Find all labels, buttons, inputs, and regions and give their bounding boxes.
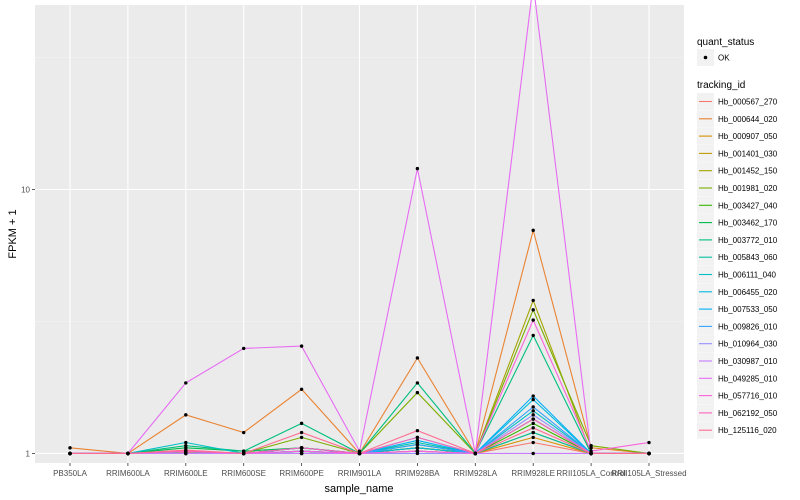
legend-label: OK xyxy=(718,54,730,63)
data-point xyxy=(647,440,651,445)
data-point xyxy=(531,394,535,398)
data-point xyxy=(242,346,246,351)
legend-label: Hb_003772_010 xyxy=(718,236,778,245)
data-point xyxy=(415,438,420,443)
data-point xyxy=(531,228,535,233)
data-point xyxy=(184,413,188,417)
x-tick-label: PB350LA xyxy=(53,469,87,478)
data-point xyxy=(531,421,535,426)
legend-label: Hb_006111_040 xyxy=(718,271,777,280)
legend-label: Hb_049285_010 xyxy=(718,374,778,383)
legend-label: Hb_005843_060 xyxy=(718,253,778,262)
data-point xyxy=(531,409,535,413)
data-point xyxy=(299,430,304,435)
data-point xyxy=(531,430,535,435)
x-tick-label: RRII105LA_Stressed xyxy=(611,469,686,478)
legend-label: Hb_125116_020 xyxy=(718,426,777,435)
color-legend-items: Hb_000567_270 Hb_000644_020 Hb_000907_050 H… xyxy=(697,93,778,439)
data-point xyxy=(415,381,420,385)
y-tick-label: 1 xyxy=(26,449,31,458)
legend-label: Hb_007533_050 xyxy=(718,305,778,314)
data-point xyxy=(357,451,362,456)
data-point xyxy=(184,381,188,385)
data-point xyxy=(415,435,420,440)
data-point xyxy=(68,451,72,456)
y-axis-title: FPKM + 1 xyxy=(7,209,19,258)
x-tick-label: RRIM901LA xyxy=(338,469,382,478)
data-point xyxy=(184,443,188,448)
data-point xyxy=(184,448,188,452)
series-points xyxy=(68,166,651,456)
legend-label: Hb_057716_010 xyxy=(718,392,778,401)
legend-label: Hb_000907_050 xyxy=(718,132,778,141)
legend-label: Hb_003462_170 xyxy=(718,219,778,228)
data-point xyxy=(589,451,593,456)
y-tick-label: 10 xyxy=(21,185,30,194)
shape-legend-title: quant_status xyxy=(697,37,754,48)
x-tick-label: RRII105LA_Control xyxy=(556,469,626,478)
data-point xyxy=(531,451,535,456)
legend-label: Hb_001452_150 xyxy=(718,167,778,176)
data-point xyxy=(299,387,304,391)
data-point xyxy=(531,426,535,430)
data-point xyxy=(531,308,535,312)
data-point xyxy=(126,451,130,456)
data-point xyxy=(473,451,477,456)
data-point xyxy=(415,428,420,433)
data-point xyxy=(531,440,535,445)
x-tick-label: RRIM928LE xyxy=(511,469,555,478)
legend-label: Hb_003427_040 xyxy=(718,201,778,210)
data-point xyxy=(531,417,535,421)
legend-label: Hb_010964_030 xyxy=(718,340,778,349)
x-axis: PB350LA RRIM600LA RRIM600LE RRIM600SE RRIM60… xyxy=(53,463,687,478)
data-point xyxy=(415,449,420,453)
x-tick-label: RRIM600SE xyxy=(221,469,265,478)
data-point xyxy=(415,166,420,171)
data-point xyxy=(415,390,420,395)
data-point xyxy=(531,413,535,417)
legend-label: Hb_000567_270 xyxy=(718,98,778,107)
x-tick-label: RRIM928LA xyxy=(454,469,498,478)
data-point xyxy=(647,451,651,456)
data-point xyxy=(531,397,535,402)
data-point xyxy=(589,443,593,448)
data-point xyxy=(531,318,535,322)
legend: quant_status OK tracking_id Hb_000567_27… xyxy=(697,37,778,439)
data-point xyxy=(299,344,304,348)
data-point xyxy=(531,298,535,303)
data-point xyxy=(531,435,535,440)
x-tick-label: RRIM928BA xyxy=(395,469,440,478)
x-tick-label: RRIM600PE xyxy=(279,469,323,478)
color-legend-title: tracking_id xyxy=(697,80,745,91)
data-point xyxy=(184,440,188,445)
data-point xyxy=(299,449,304,453)
data-point xyxy=(531,333,535,338)
legend-label: Hb_000644_020 xyxy=(718,115,778,124)
data-point xyxy=(299,435,304,440)
data-point xyxy=(415,442,420,447)
data-point xyxy=(299,446,304,450)
x-tick-label: RRIM600LA xyxy=(106,469,150,478)
data-point xyxy=(242,430,246,435)
legend-label: Hb_009826_010 xyxy=(718,322,778,331)
shape-legend-items: OK xyxy=(697,49,730,66)
data-point xyxy=(68,446,72,450)
legend-label: Hb_062192_050 xyxy=(718,409,778,418)
y-axis: 1 10 xyxy=(21,185,35,458)
x-axis-title: sample_name xyxy=(324,483,393,495)
data-point xyxy=(299,421,304,426)
legend-label: Hb_001401_030 xyxy=(718,149,778,158)
legend-label: Hb_001981_020 xyxy=(718,184,778,193)
legend-label: Hb_006455_020 xyxy=(718,288,778,297)
data-point xyxy=(415,446,420,450)
x-tick-label: RRIM600LE xyxy=(164,469,208,478)
data-point xyxy=(242,451,246,456)
data-point xyxy=(531,405,535,409)
data-point xyxy=(415,356,420,360)
legend-key-point xyxy=(703,55,708,60)
legend-label: Hb_030987_010 xyxy=(718,357,778,366)
